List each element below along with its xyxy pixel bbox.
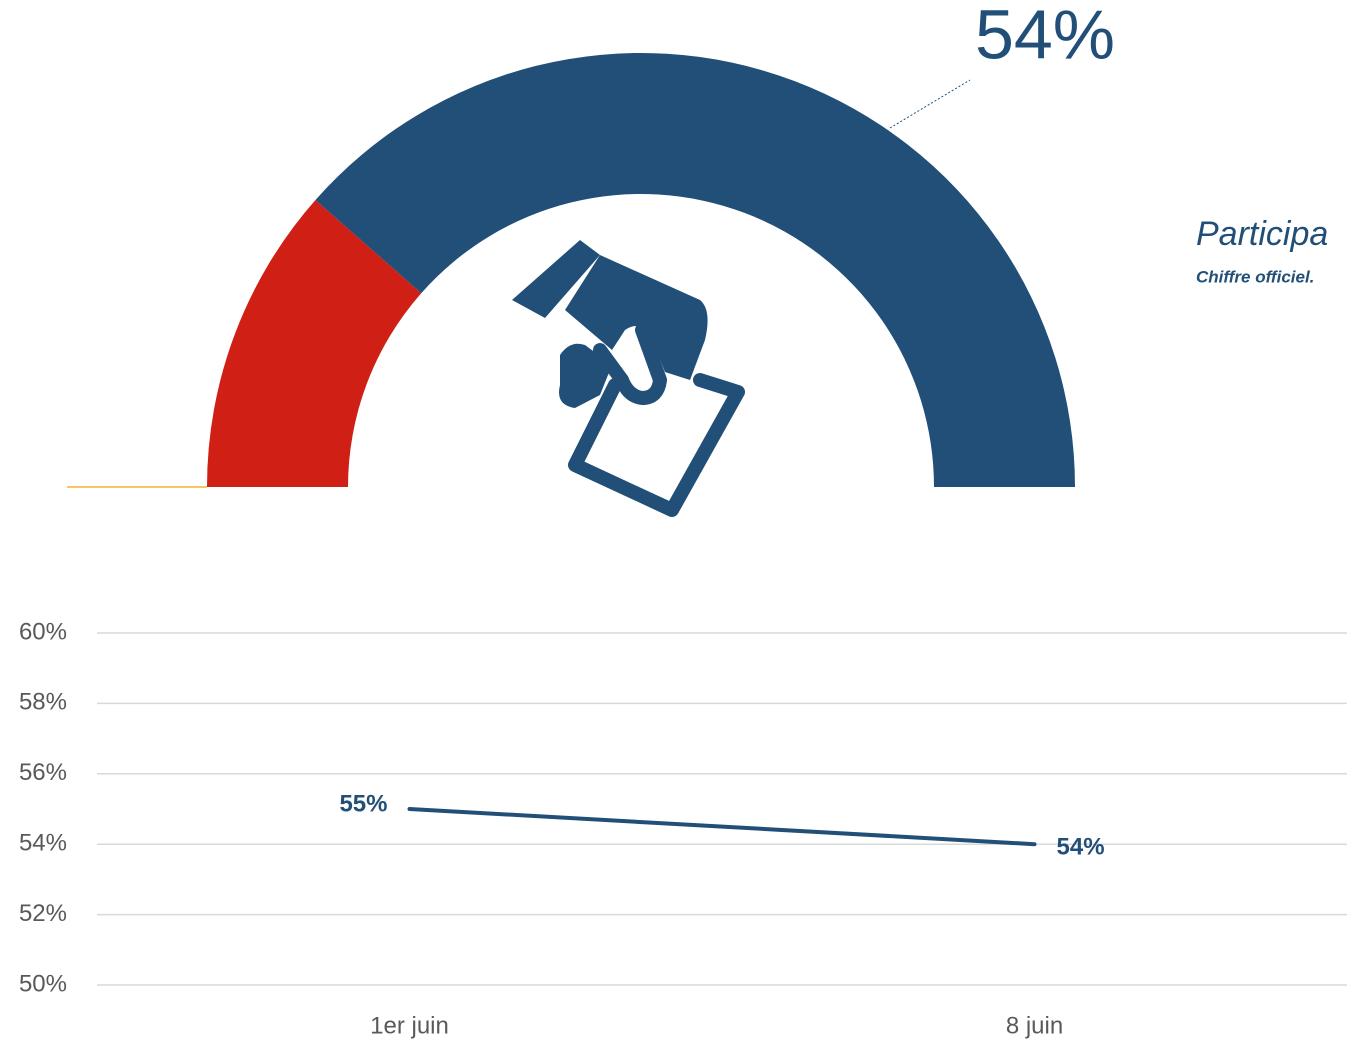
gauge-segment	[207, 199, 422, 487]
y-tick-label: 56%	[19, 759, 67, 786]
y-tick-label: 60%	[19, 618, 67, 645]
hand-icon	[512, 240, 708, 408]
gauge-subtitle: Chiffre officiel.	[1196, 267, 1314, 286]
data-label: 55%	[339, 790, 387, 817]
gauge-segment	[315, 52, 1075, 487]
data-label: 54%	[1057, 834, 1105, 861]
gauge-annotation: 54%	[975, 0, 1115, 73]
y-tick-label: 58%	[19, 689, 67, 716]
y-tick-label: 50%	[19, 970, 67, 997]
y-tick-label: 54%	[19, 830, 67, 857]
y-tick-label: 52%	[19, 900, 67, 927]
ballot-icon	[568, 323, 745, 517]
gauge-title: Participa	[1196, 215, 1328, 253]
line	[407, 807, 1037, 847]
x-tick-label: 8 juin	[1006, 1012, 1063, 1039]
leader-line	[889, 79, 971, 129]
x-tick-label: 1er juin	[370, 1012, 449, 1039]
